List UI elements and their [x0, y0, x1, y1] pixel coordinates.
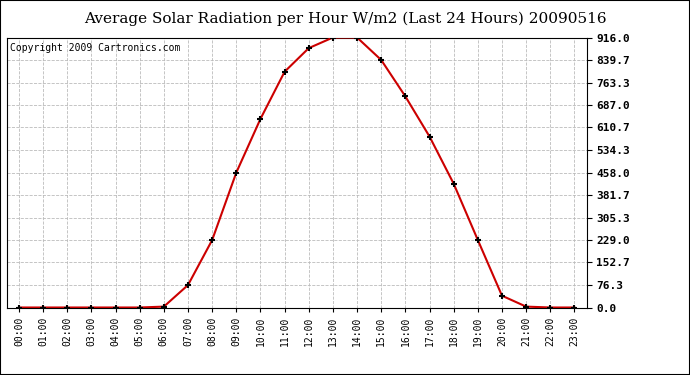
Text: Average Solar Radiation per Hour W/m2 (Last 24 Hours) 20090516: Average Solar Radiation per Hour W/m2 (L…: [83, 11, 607, 26]
Text: Copyright 2009 Cartronics.com: Copyright 2009 Cartronics.com: [10, 43, 180, 53]
